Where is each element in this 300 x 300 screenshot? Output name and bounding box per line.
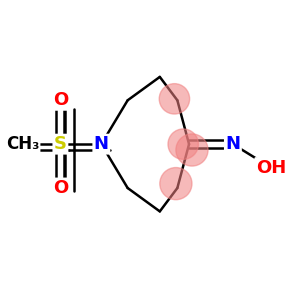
Circle shape: [176, 134, 208, 166]
Text: OH: OH: [256, 158, 286, 176]
Text: S: S: [54, 135, 67, 153]
Circle shape: [168, 129, 198, 159]
Text: O: O: [53, 91, 68, 109]
Text: CH₃: CH₃: [6, 135, 39, 153]
Text: O: O: [53, 179, 68, 197]
Circle shape: [160, 167, 192, 200]
Text: N: N: [225, 135, 240, 153]
Text: N: N: [94, 135, 109, 153]
Circle shape: [159, 84, 190, 114]
